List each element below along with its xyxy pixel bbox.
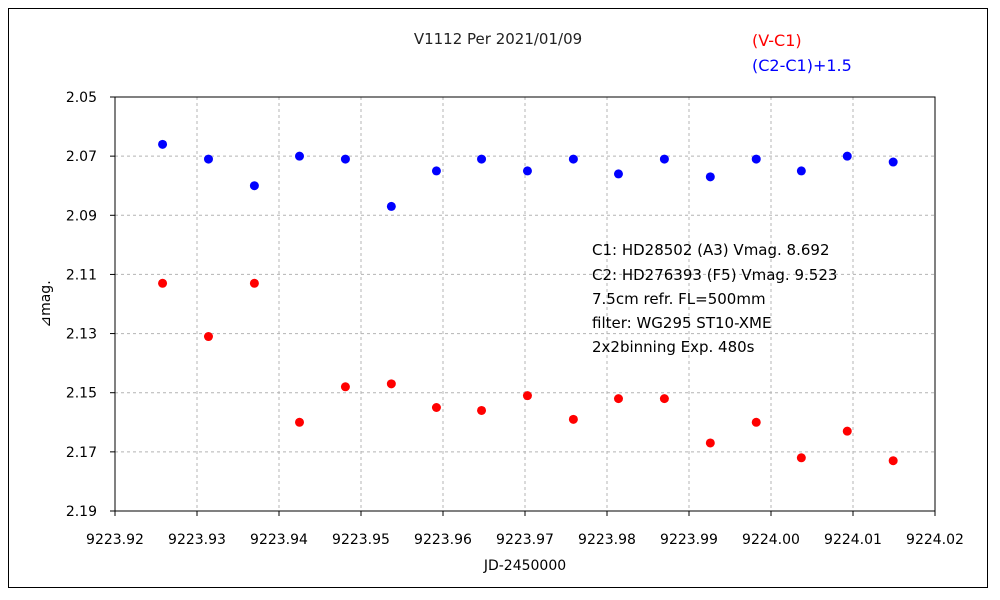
y-tick-label: 2.11 xyxy=(66,267,97,283)
data-point-series-1 xyxy=(568,414,578,424)
y-tick-label: 2.07 xyxy=(66,149,97,165)
data-point-series-1 xyxy=(888,456,898,466)
y-tick-label: 2.05 xyxy=(66,90,97,106)
data-point-series-2 xyxy=(249,181,259,191)
annotation-line-2: C2: HD276393 (F5) Vmag. 9.523 xyxy=(592,266,837,284)
x-axis-label: JD-2450000 xyxy=(483,558,566,574)
data-point-series-2 xyxy=(431,166,441,176)
data-point-series-1 xyxy=(659,394,669,404)
data-point-series-1 xyxy=(842,426,852,436)
data-point-series-1 xyxy=(158,278,168,288)
data-point-series-1 xyxy=(203,332,213,342)
legend-series-1: (V-C1) xyxy=(752,31,802,50)
data-point-series-2 xyxy=(796,166,806,176)
data-point-series-2 xyxy=(477,154,487,164)
data-point-series-1 xyxy=(386,379,396,389)
data-point-series-2 xyxy=(295,151,304,161)
data-point-series-1 xyxy=(613,394,623,404)
x-tick-label: 9223.92 xyxy=(86,532,144,548)
annotation-line-4: filter: WG295 ST10-XME xyxy=(592,314,771,332)
data-point-series-2 xyxy=(568,154,578,164)
y-axis: 2.05 2.07 2.09 2.11 2.13 2.15 2.17 2.19 xyxy=(66,90,115,520)
data-point-series-1 xyxy=(705,438,715,448)
x-tick-label: 9223.97 xyxy=(496,532,554,548)
data-point-series-1 xyxy=(249,278,259,288)
x-axis: 9223.92 9223.93 9223.94 9223.95 9223.96 9223.… xyxy=(86,511,964,548)
x-tick-label: 9223.96 xyxy=(414,532,472,548)
chart-frame xyxy=(8,8,988,588)
data-point-series-1 xyxy=(295,417,304,427)
data-point-series-2 xyxy=(659,154,669,164)
x-tick-label: 9223.98 xyxy=(578,532,636,548)
data-point-series-1 xyxy=(522,391,532,401)
data-point-series-2 xyxy=(340,154,350,164)
x-tick-label: 9224.02 xyxy=(906,532,964,548)
y-tick-label: 2.09 xyxy=(66,208,97,224)
data-point-series-1 xyxy=(751,417,761,427)
x-tick-label: 9223.99 xyxy=(660,532,718,548)
data-point-series-2 xyxy=(386,201,396,211)
data-point-series-1 xyxy=(340,382,350,392)
y-tick-label: 2.19 xyxy=(66,504,97,520)
y-tick-label: 2.17 xyxy=(66,445,97,461)
x-tick-label: 9224.01 xyxy=(824,532,882,548)
x-tick-label: 9223.95 xyxy=(332,532,390,548)
data-point-series-2 xyxy=(158,139,168,149)
chart-title: V1112 Per 2021/01/09 xyxy=(414,30,582,48)
x-tick-label: 9223.94 xyxy=(250,532,308,548)
x-tick-label: 9223.93 xyxy=(168,532,226,548)
annotation-line-1: C1: HD28502 (A3) Vmag. 8.692 xyxy=(592,241,830,259)
y-axis-label: ⊿mag. xyxy=(38,280,54,327)
data-point-series-1 xyxy=(796,453,806,463)
data-point-series-1 xyxy=(431,403,441,412)
annotation-box: C1: HD28502 (A3) Vmag. 8.692 C2: HD27639… xyxy=(592,241,837,356)
data-point-series-2 xyxy=(203,154,213,164)
annotation-line-5: 2x2binning Exp. 480s xyxy=(592,338,755,356)
data-point-series-1 xyxy=(477,405,487,415)
data-point-series-2 xyxy=(842,151,852,161)
data-point-series-2 xyxy=(888,157,898,167)
data-points xyxy=(158,139,898,466)
grid-lines xyxy=(115,97,935,511)
data-point-series-2 xyxy=(751,154,761,164)
x-tick-label: 9224.00 xyxy=(742,532,800,548)
y-tick-label: 2.13 xyxy=(66,327,97,343)
data-point-series-2 xyxy=(705,172,715,182)
data-point-series-2 xyxy=(613,169,623,179)
y-tick-label: 2.15 xyxy=(66,386,97,402)
annotation-line-3: 7.5cm refr. FL=500mm xyxy=(592,290,766,308)
data-point-series-2 xyxy=(522,166,532,176)
legend-series-2: (C2-C1)+1.5 xyxy=(752,56,852,75)
